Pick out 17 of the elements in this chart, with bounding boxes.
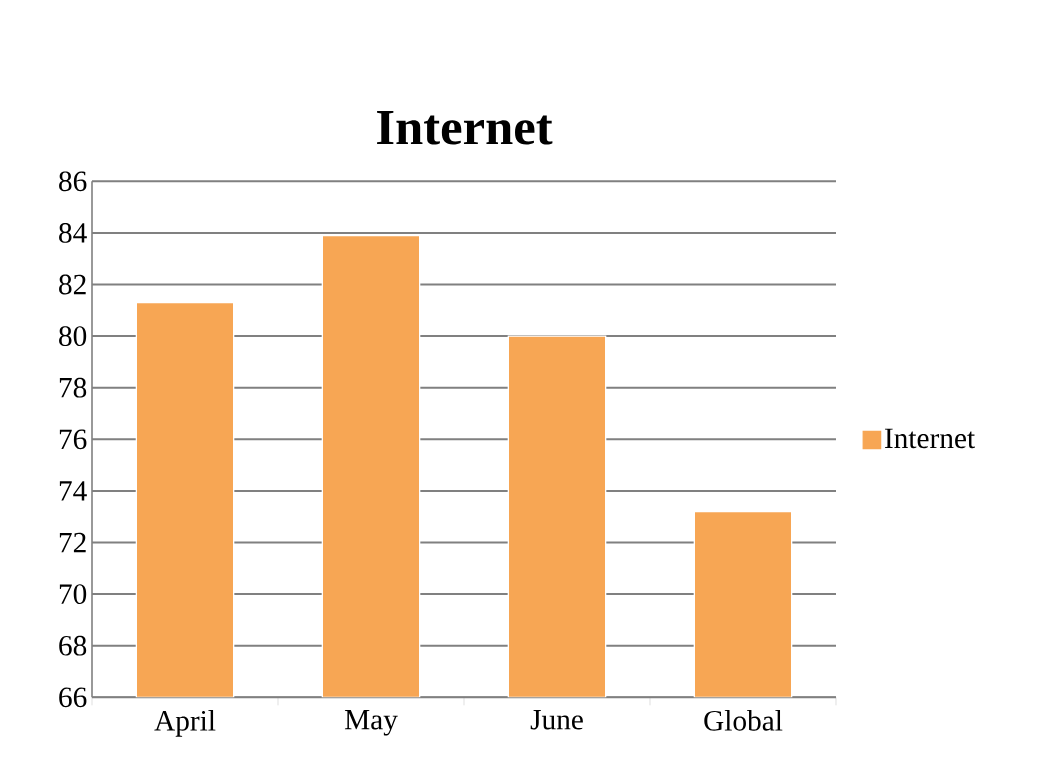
x-tick-label: June xyxy=(530,710,583,730)
y-tick-label: 66 xyxy=(59,687,87,708)
x-tick-label: Global xyxy=(704,710,783,731)
y-tick-label: 70 xyxy=(59,584,87,605)
y-tick-label: 74 xyxy=(59,481,87,501)
y-tick-label: 68 xyxy=(59,635,87,656)
y-tick-label: 72 xyxy=(59,532,86,553)
y-tick-label: 86 xyxy=(59,171,87,192)
y-tick-label: 84 xyxy=(59,223,87,243)
y-tick-label: 82 xyxy=(59,274,86,295)
x-tick-label: May xyxy=(344,710,398,736)
y-tick-label: 78 xyxy=(59,377,87,398)
chart-title: Internet xyxy=(377,110,553,145)
legend-label: Internet xyxy=(884,428,975,449)
x-tick-label: April xyxy=(154,710,216,737)
y-tick-label: 76 xyxy=(59,429,87,450)
y-tick-label: 80 xyxy=(59,326,87,347)
